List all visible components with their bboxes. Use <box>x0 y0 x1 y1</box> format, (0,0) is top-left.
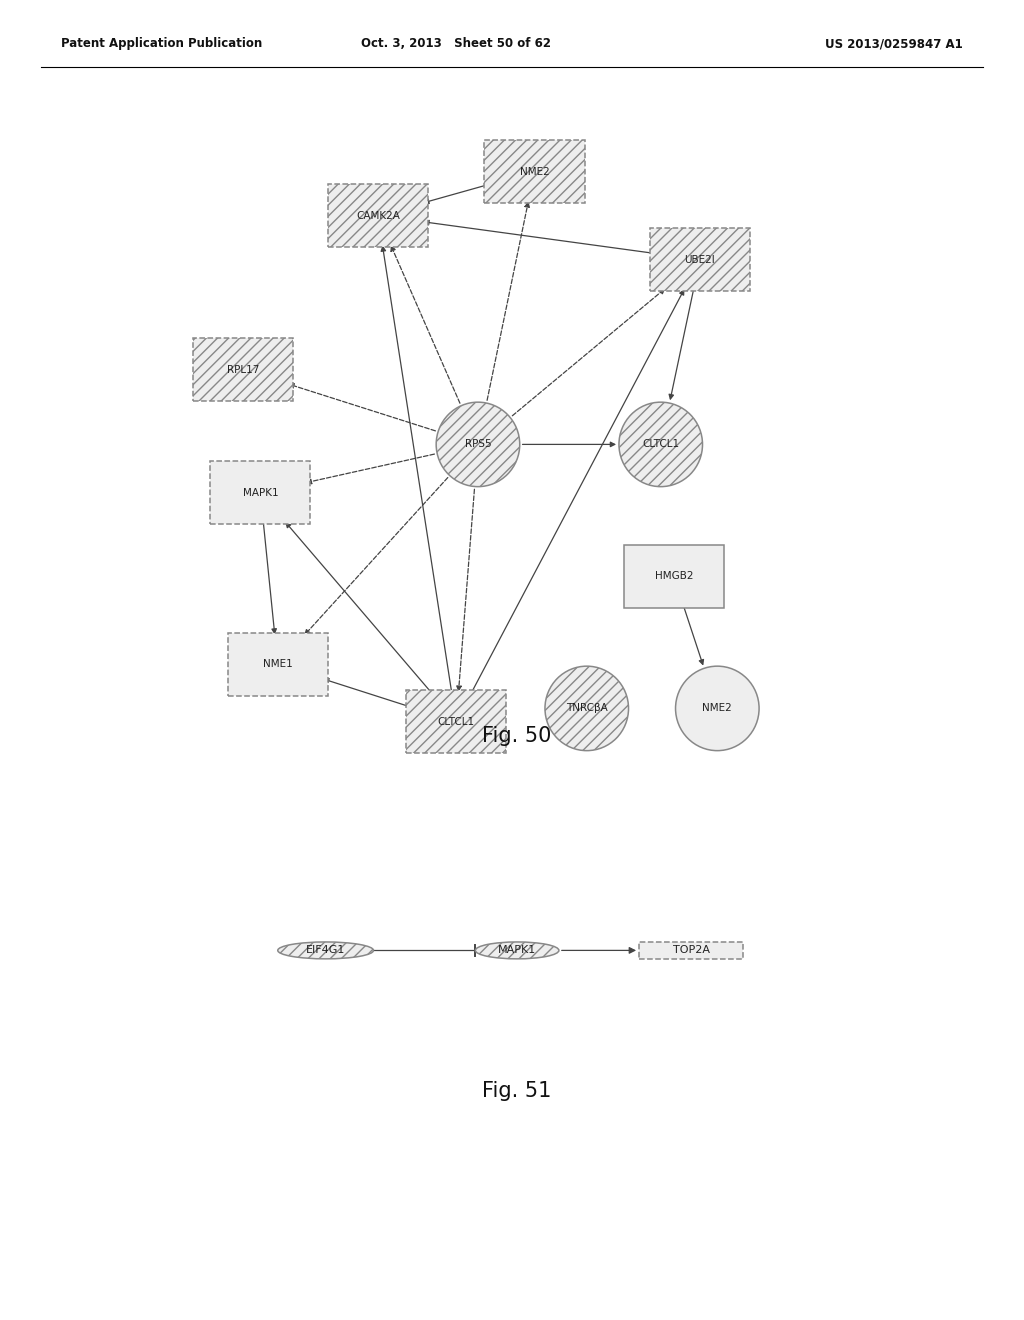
Text: MAPK1: MAPK1 <box>243 488 279 498</box>
Text: UBE2I: UBE2I <box>684 255 716 264</box>
Text: Fig. 50: Fig. 50 <box>482 726 552 746</box>
Text: TOP2A: TOP2A <box>673 945 710 956</box>
FancyBboxPatch shape <box>650 228 750 292</box>
Text: US 2013/0259847 A1: US 2013/0259847 A1 <box>824 37 963 50</box>
Ellipse shape <box>278 942 374 958</box>
Text: CAMK2A: CAMK2A <box>356 211 399 220</box>
Text: NME1: NME1 <box>263 660 293 669</box>
Circle shape <box>545 667 629 751</box>
FancyBboxPatch shape <box>484 140 585 203</box>
Text: EIF4G1: EIF4G1 <box>306 945 345 956</box>
FancyBboxPatch shape <box>227 632 328 696</box>
Ellipse shape <box>475 942 559 958</box>
FancyBboxPatch shape <box>624 545 724 609</box>
Text: HMGB2: HMGB2 <box>654 572 693 581</box>
Circle shape <box>676 667 759 751</box>
FancyBboxPatch shape <box>193 338 293 401</box>
Text: CLTCL1: CLTCL1 <box>437 717 475 726</box>
Text: RPL17: RPL17 <box>226 364 259 375</box>
Text: MAPK1: MAPK1 <box>498 945 537 956</box>
Text: Fig. 51: Fig. 51 <box>482 1081 552 1101</box>
FancyBboxPatch shape <box>639 942 743 958</box>
Circle shape <box>436 403 520 487</box>
Circle shape <box>618 403 702 487</box>
Text: NME2: NME2 <box>702 704 732 713</box>
Text: NME2: NME2 <box>519 166 550 177</box>
Text: RPS5: RPS5 <box>465 440 492 449</box>
Text: Oct. 3, 2013   Sheet 50 of 62: Oct. 3, 2013 Sheet 50 of 62 <box>360 37 551 50</box>
Text: Patent Application Publication: Patent Application Publication <box>61 37 263 50</box>
Text: TNRCβA: TNRCβA <box>566 704 607 713</box>
FancyBboxPatch shape <box>407 690 506 754</box>
FancyBboxPatch shape <box>210 461 310 524</box>
Text: CLTCL1: CLTCL1 <box>642 440 679 449</box>
FancyBboxPatch shape <box>328 183 428 247</box>
